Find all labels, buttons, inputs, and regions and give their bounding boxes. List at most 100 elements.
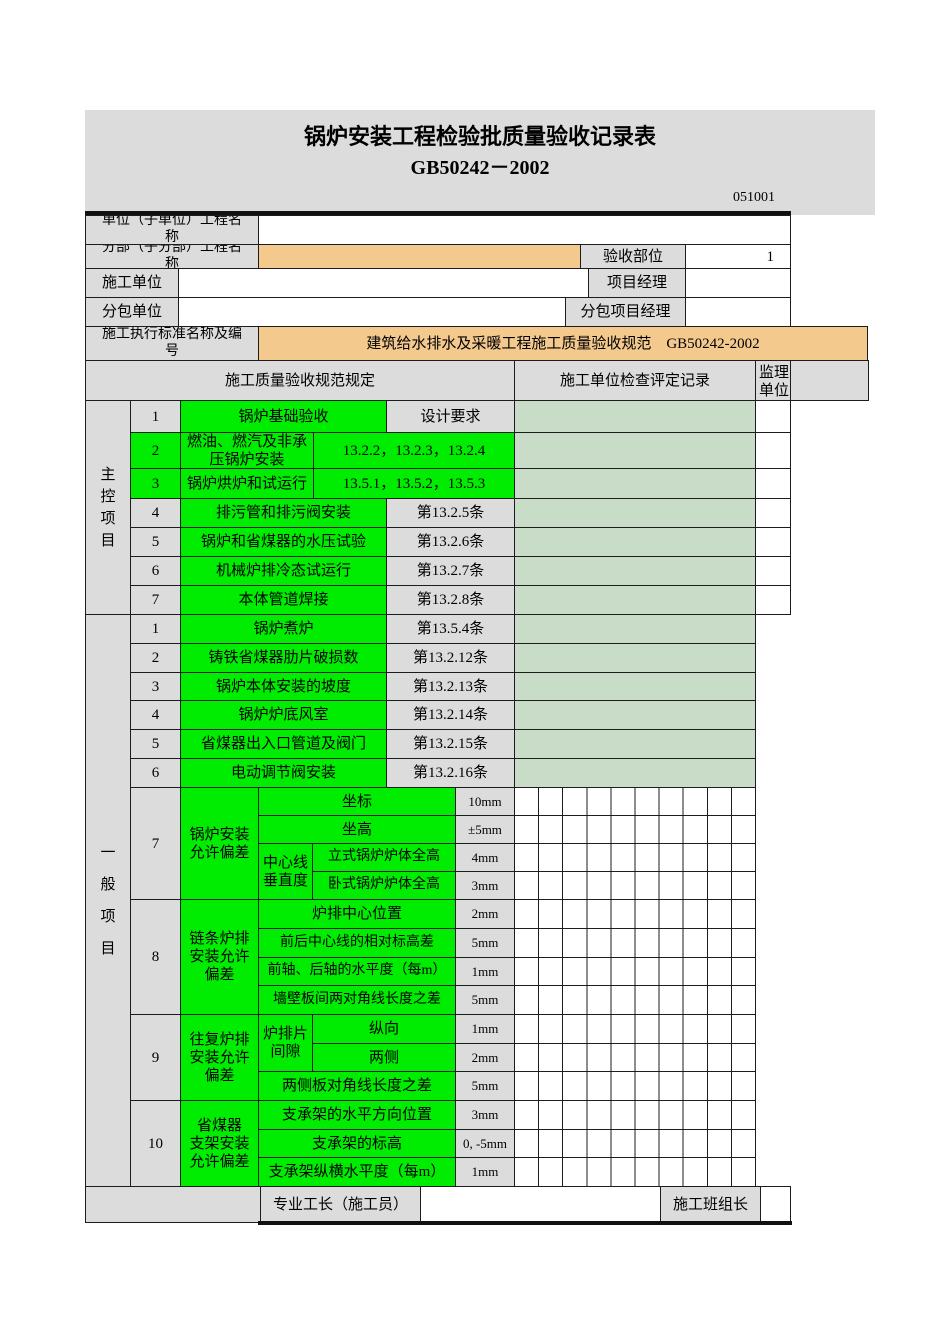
column-header-check: 施工单位检查评定记录 — [514, 360, 756, 401]
main-item-no: 2 — [130, 432, 181, 469]
check-record-cell[interactable] — [514, 758, 756, 788]
check-record-cell[interactable] — [514, 643, 756, 673]
check-record-cell[interactable] — [514, 614, 756, 644]
division-project-label: 分部（子分部）工程名 称 — [85, 244, 259, 269]
check-record-cell[interactable] — [514, 400, 756, 433]
division-project-value[interactable] — [258, 244, 581, 269]
check-record-cell[interactable] — [514, 468, 756, 499]
general-item-name: 锅炉本体安装的坡度 — [180, 672, 387, 701]
check-record-cell[interactable] — [514, 432, 756, 469]
deviation-desc: 纵向 — [312, 1014, 456, 1044]
deviation-tolerance: 5mm — [455, 928, 515, 958]
main-item-no: 1 — [130, 400, 181, 433]
deviation-desc: 坐标 — [258, 787, 456, 816]
deviation-item-label: 锅炉安装 允许偏差 — [180, 787, 259, 900]
check-grid-row[interactable] — [514, 871, 756, 900]
title-block: 锅炉安装工程检验批质量验收记录表 GB50242－2002 051001 — [85, 110, 875, 215]
deviation-desc: 墙壁板间两对角线长度之差 — [258, 985, 456, 1015]
supervision-record-cell[interactable] — [755, 498, 791, 528]
check-grid-row[interactable] — [514, 815, 756, 844]
supervision-record-cell[interactable] — [755, 400, 791, 433]
check-grid-row[interactable] — [514, 1043, 756, 1072]
general-item-no: 2 — [130, 643, 181, 673]
deviation-subgroup-label: 炉排片 间隙 — [258, 1014, 313, 1072]
check-grid-row[interactable] — [514, 1129, 756, 1158]
deviation-item-no: 8 — [130, 899, 181, 1015]
supervision-record-cell[interactable] — [755, 556, 791, 586]
main-item-req: 第13.2.6条 — [386, 527, 515, 557]
check-grid-row[interactable] — [514, 787, 756, 816]
crew-leader-signature-cell[interactable] — [760, 1186, 791, 1223]
main-item-name: 锅炉和省煤器的水压试验 — [180, 527, 387, 557]
check-record-cell[interactable] — [514, 672, 756, 701]
subcontractor-value[interactable] — [178, 297, 566, 327]
check-grid-row[interactable] — [514, 1100, 756, 1130]
main-item-name: 机械炉排冷态试运行 — [180, 556, 387, 586]
main-item-req: 第13.2.7条 — [386, 556, 515, 586]
check-grid-row[interactable] — [514, 1071, 756, 1101]
main-item-req: 第13.2.5条 — [386, 498, 515, 528]
builder-label: 施工单位 — [85, 268, 179, 298]
check-grid-row[interactable] — [514, 985, 756, 1015]
deviation-desc: 立式锅炉炉体全高 — [312, 843, 456, 872]
check-grid-row[interactable] — [514, 928, 756, 958]
general-item-req: 第13.2.13条 — [386, 672, 515, 701]
unit-project-value[interactable] — [258, 215, 791, 245]
sub-project-manager-value[interactable] — [685, 297, 791, 327]
sub-project-manager-label: 分包项目经理 — [565, 297, 686, 327]
deviation-tolerance: 1mm — [455, 1157, 515, 1187]
page-title: 锅炉安装工程检验批质量验收记录表 — [303, 124, 656, 149]
general-item-no: 4 — [130, 700, 181, 730]
main-item-no: 3 — [130, 468, 181, 499]
check-grid-row[interactable] — [514, 1014, 756, 1044]
supervision-record-cell[interactable] — [755, 527, 791, 557]
deviation-desc: 卧式锅炉炉体全高 — [312, 871, 456, 900]
deviation-tolerance: 1mm — [455, 957, 515, 986]
check-grid-row[interactable] — [514, 843, 756, 872]
deviation-item-label: 往复炉排 安装允许 偏差 — [180, 1014, 259, 1101]
column-header-supervision: 监理单位验收记录 — [755, 360, 791, 401]
deviation-item-label: 省煤器 支架安装 允许偏差 — [180, 1100, 259, 1187]
main-item-name: 燃油、燃汽及非承压锅炉安装 — [180, 432, 314, 469]
main-item-name: 锅炉基础验收 — [180, 400, 387, 433]
supervision-record-cell[interactable] — [755, 585, 791, 615]
deviation-item-label: 链条炉排 安装允许 偏差 — [180, 899, 259, 1015]
main-item-no: 4 — [130, 498, 181, 528]
check-grid-row[interactable] — [514, 1157, 756, 1187]
general-item-name: 电动调节阀安装 — [180, 758, 387, 788]
general-item-name: 锅炉煮炉 — [180, 614, 387, 644]
acceptance-part-value[interactable]: 1 — [685, 244, 791, 269]
main-item-req: 13.2.2，13.2.3，13.2.4 — [313, 432, 515, 469]
builder-value[interactable] — [178, 268, 589, 298]
section-main-control-label: 主 控 项 目 — [85, 400, 131, 615]
check-record-cell[interactable] — [514, 700, 756, 730]
project-manager-value[interactable] — [685, 268, 791, 298]
supervision-record-cell[interactable] — [755, 432, 791, 469]
deviation-desc: 支承架的水平方向位置 — [258, 1100, 456, 1130]
check-record-cell[interactable] — [514, 585, 756, 615]
general-item-no: 6 — [130, 758, 181, 788]
check-grid-row[interactable] — [514, 957, 756, 986]
main-item-name: 本体管道焊接 — [180, 585, 387, 615]
deviation-desc: 两侧 — [312, 1043, 456, 1072]
deviation-item-no: 9 — [130, 1014, 181, 1101]
check-grid-row[interactable] — [514, 899, 756, 929]
deviation-desc: 两侧板对角线长度之差 — [258, 1071, 456, 1101]
general-item-no: 1 — [130, 614, 181, 644]
check-record-cell[interactable] — [514, 527, 756, 557]
foreman-signature-cell[interactable] — [420, 1186, 661, 1223]
check-record-cell[interactable] — [514, 729, 756, 759]
check-record-cell[interactable] — [514, 498, 756, 528]
form-code: 051001 — [733, 190, 775, 205]
deviation-desc: 炉排中心位置 — [258, 899, 456, 929]
main-item-req: 设计要求 — [386, 400, 515, 433]
column-header-spec: 施工质量验收规范规定 — [85, 360, 515, 401]
column-header-supervision-text: 监理单位验收记录 — [759, 365, 790, 399]
deviation-tolerance: 10mm — [455, 787, 515, 816]
check-record-cell[interactable] — [514, 556, 756, 586]
deviation-desc: 坐高 — [258, 815, 456, 844]
deviation-tolerance: 5mm — [455, 1071, 515, 1101]
supervision-record-cell[interactable] — [755, 468, 791, 499]
general-item-name: 铸铁省煤器肋片破损数 — [180, 643, 387, 673]
standard-value: 建筑给水排水及采暖工程施工质量验收规范 GB50242-2002 — [258, 326, 868, 361]
